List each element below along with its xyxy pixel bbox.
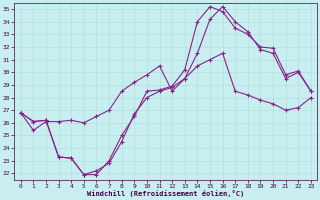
X-axis label: Windchill (Refroidissement éolien,°C): Windchill (Refroidissement éolien,°C) — [87, 190, 244, 197]
